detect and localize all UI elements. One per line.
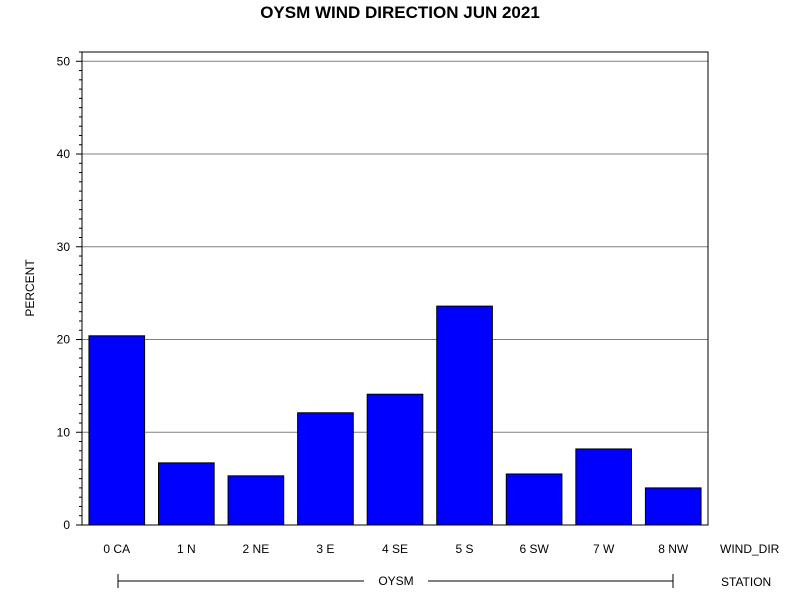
bar (436, 305, 493, 526)
y-tick-label: 40 (57, 147, 71, 161)
bar (366, 393, 424, 526)
x-axis-categories: 0 CA 1 N 2 NE 3 E 4 SE 5 S 6 SW 7 W 8 NW (103, 542, 688, 556)
y-axis-label: PERCENT (23, 259, 37, 317)
group-axis-label: STATION (721, 575, 771, 589)
y-tick-label: 50 (57, 54, 71, 68)
bar (158, 462, 215, 526)
chart-title: OYSM WIND DIRECTION JUN 2021 (260, 3, 540, 22)
bar (505, 473, 563, 526)
y-tick-label: 20 (57, 333, 71, 347)
x-category-label: 1 N (177, 542, 196, 556)
bar (575, 448, 632, 526)
group-label: OYSM (378, 574, 413, 588)
bar (644, 487, 702, 526)
x-category-label: 6 SW (519, 542, 549, 556)
x-category-label: 8 NW (658, 542, 689, 556)
x-axis-label: WIND_DIR (720, 542, 780, 556)
y-tick-label: 0 (63, 518, 70, 532)
bar (227, 475, 285, 526)
y-tick-label: 10 (57, 425, 71, 439)
x-category-label: 3 E (316, 542, 334, 556)
x-category-label: 2 NE (243, 542, 270, 556)
x-category-label: 7 W (593, 542, 615, 556)
grid-lines (82, 60, 708, 433)
y-axis: 0 10 20 30 40 50 (57, 51, 82, 532)
x-category-label: 5 S (456, 542, 474, 556)
bar (297, 412, 354, 526)
station-group-axis: OYSM (117, 574, 674, 588)
x-category-label: 4 SE (382, 542, 408, 556)
x-category-label: 0 CA (103, 542, 130, 556)
bars (88, 305, 702, 526)
y-tick-label: 30 (57, 240, 71, 254)
plot-frame (81, 51, 709, 526)
bar (88, 335, 146, 526)
